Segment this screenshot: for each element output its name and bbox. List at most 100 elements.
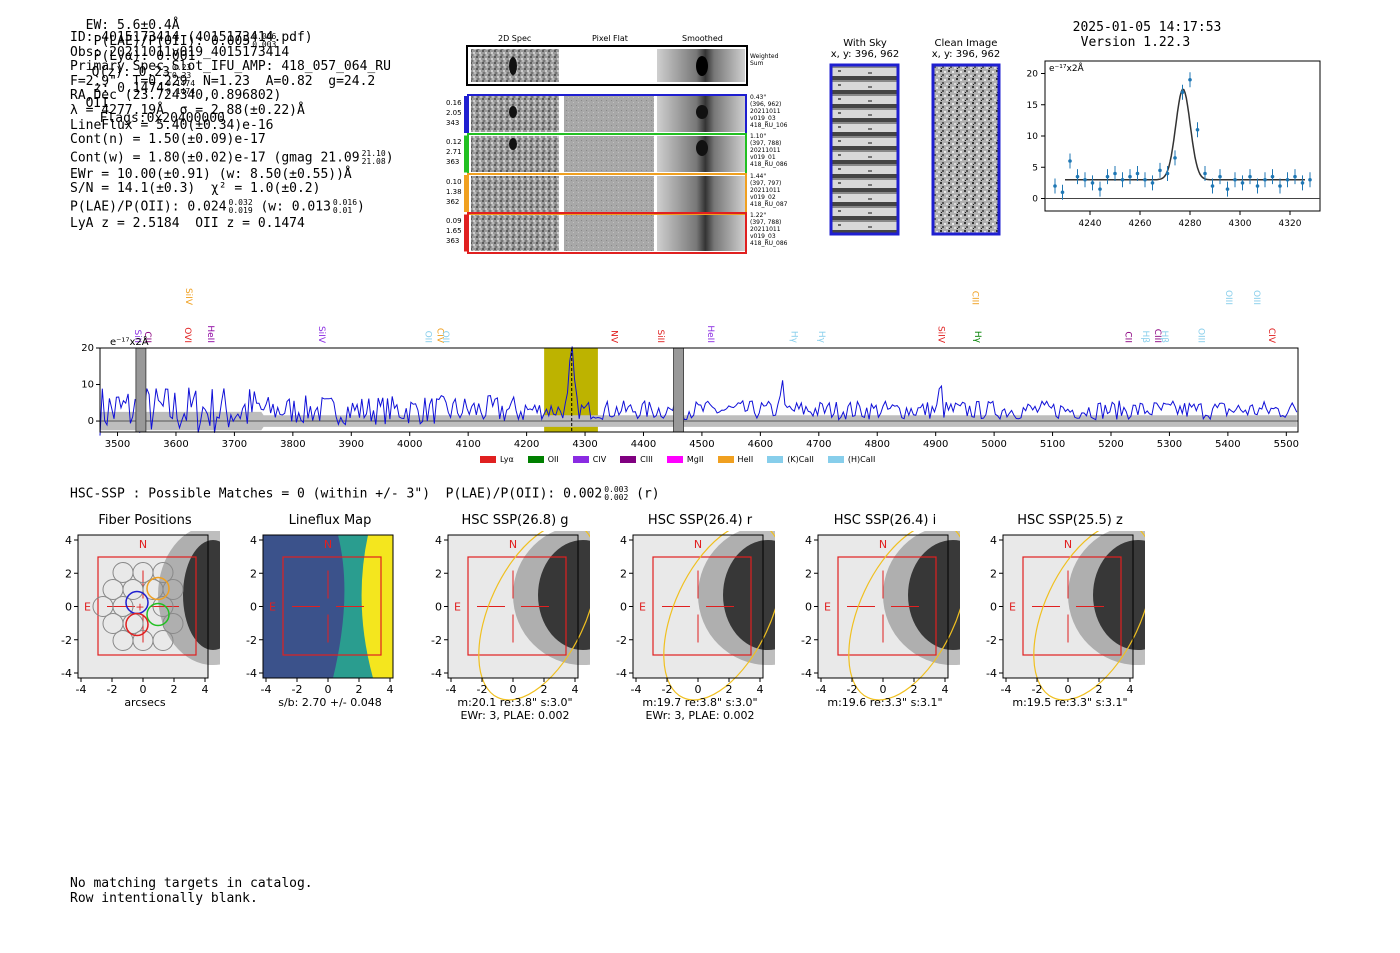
with-sky-header: With Sky x, y: 396, 962 — [830, 38, 900, 60]
galaxy-blob — [723, 540, 775, 651]
hsc-ytick-label: -2 — [986, 634, 997, 647]
col-title-smoothed: Smoothed — [682, 34, 723, 43]
galaxy-blob — [908, 540, 960, 651]
spectrum-ytick-label: 10 — [81, 380, 94, 391]
info-contw: Cont(w) = 1.80(±0.02)e-17 (gmag 21.09 21.… — [70, 149, 394, 166]
spectrum-xtick-label: 5000 — [981, 439, 1006, 450]
hsc-ytick-label: 0 — [990, 601, 997, 614]
cutout-row-left-value: 2.71 — [446, 148, 462, 156]
legend-item: MgII — [666, 455, 704, 464]
spectral-line-label: SiIV — [316, 326, 326, 344]
hsc-panel-caption: m:20.1 re:3.8" s:3.0" — [457, 696, 573, 709]
line-fit-point — [1068, 159, 1072, 163]
info-slot: Primary Spec_Slot_IFU_AMP: 418_057_064_R… — [70, 59, 391, 75]
cutout-row-color-bar — [464, 135, 467, 173]
hsc-ytick-label: -4 — [616, 667, 627, 680]
cutout-row-left-value: 0.10 — [446, 178, 462, 186]
z-value: z: 0.1474 — [93, 80, 165, 96]
cutout-row-right-value: (396, 962) — [750, 101, 782, 108]
line-fit-point — [1300, 181, 1305, 185]
line-fit-point — [1195, 127, 1200, 132]
spectral-line-label: CIV — [434, 328, 444, 344]
cutout-row-right-value: 418_RU_086 — [750, 240, 788, 247]
spectral-line-label: Hγ — [788, 331, 798, 344]
compass-e: E — [639, 601, 646, 614]
spectral-line-label: HeII — [705, 325, 715, 343]
fiber-circle — [162, 579, 184, 600]
spectrum-xtick-label: 4600 — [748, 439, 773, 450]
hsc-xtick-label: -2 — [1032, 683, 1043, 696]
line-fit-point — [1293, 174, 1297, 179]
galaxy-halo — [883, 531, 960, 666]
col-title-2dspec: 2D Spec — [498, 34, 532, 43]
clean-image-title: Clean Image — [934, 38, 998, 49]
hsc-panel-3: HSC SSP(26.8) g N E -4 -4 -2 -2 0 0 2 2 4 4 m:20.1 re… — [431, 513, 600, 728]
version: Version 1.22.3 — [1080, 35, 1191, 50]
aperture-box — [467, 556, 567, 656]
sky-panels — [829, 63, 1001, 236]
spectral-line-label: OII — [423, 331, 433, 343]
plae-w-lo: 0.01 — [332, 206, 353, 216]
spectrum-ytick-label: 20 — [81, 343, 94, 354]
compass-e: E — [1009, 601, 1016, 614]
hsc-xtick-label: -4 — [76, 683, 87, 696]
spectrum-xtick-label: 4800 — [865, 439, 890, 450]
galaxy-halo — [1068, 531, 1145, 666]
clean-image — [931, 63, 1001, 236]
spectrum-xtick-label: 5300 — [1157, 439, 1182, 450]
line-fit-point — [1255, 184, 1260, 188]
hsc-xtick-label: -4 — [446, 683, 457, 696]
fiber-circle-red — [125, 612, 149, 637]
spectral-line-label: CII — [1123, 331, 1133, 343]
hsc-ytick-label: -2 — [246, 634, 257, 647]
spectral-line-label: Hβ — [1159, 330, 1169, 343]
hsc-panel-caption: arcsecs — [124, 696, 166, 709]
spectrum-mask-rect — [135, 347, 147, 433]
cutout-row-left-value: 0.12 — [446, 138, 462, 146]
hsc-summary-hi: 0.003 — [604, 485, 629, 494]
contw-text: Cont(w) = 1.80(±0.02)e-17 (gmag 21.09 — [70, 150, 360, 166]
line-fit-xticks: 4240 4260 4280 4300 4320 — [1079, 211, 1302, 229]
line-fit-point — [1135, 171, 1140, 176]
legend-item: (K)CaII — [767, 455, 814, 464]
compass-n: N — [139, 538, 147, 551]
spectrum-xtick-label: 5100 — [1040, 439, 1065, 450]
hsc-panel-caption: m:19.7 re:3.8" s:3.0" — [642, 696, 758, 709]
galaxy-blob — [1093, 540, 1145, 651]
cutout-row-right-value: 1.44" — [750, 173, 767, 180]
spectral-line-label: Hγ — [816, 331, 826, 344]
hsc-panel-6: HSC SSP(25.5) z N E -4 -4 -2 -2 0 0 2 2 4 4 m:19.5 re… — [986, 513, 1155, 728]
hsc-ytick-label: 0 — [805, 601, 812, 614]
qz-hi: 0.23 — [171, 63, 192, 72]
cutout-row-left-value: 1.38 — [446, 188, 462, 196]
hsc-ytick-label: 0 — [435, 601, 442, 614]
hsc-panel-5: HSC SSP(26.4) i N E -4 -4 -2 -2 0 0 2 2 4 4 m:19.6 re… — [801, 513, 970, 728]
spectral-line-label: NV — [608, 330, 618, 344]
hsc-ytick-label: -2 — [61, 634, 72, 647]
spectrum-xtick-label: 4700 — [806, 439, 831, 450]
qz-value: Q(z): 0.23 — [91, 64, 170, 80]
hsc-panel-title: Lineflux Map — [288, 513, 372, 528]
cutout-row-color-bar — [464, 96, 467, 133]
legend-label: CIII — [640, 455, 653, 464]
hsc-summary-end: (r) — [636, 486, 660, 502]
legend-label: (K)CaII — [787, 455, 814, 464]
hsc-xtick-label: 0 — [325, 683, 332, 696]
galaxy-halo — [158, 531, 220, 666]
plae-w-text: (w: 0.013 — [260, 199, 331, 215]
compass-n: N — [1064, 538, 1072, 551]
cutout-row-left-value: 343 — [446, 119, 460, 127]
line-fit-point — [1113, 171, 1117, 176]
hsc-xtick-label: 2 — [356, 683, 363, 696]
header-right: 2025-01-05 14:17:53 Version 1.22.3 — [1057, 5, 1222, 50]
cutout-row-right-value: (397, 797) — [750, 180, 782, 187]
hsc-panel-title: HSC SSP(25.5) z — [1017, 513, 1123, 528]
spectral-line-label: OIII — [1251, 290, 1261, 305]
galaxy-ellipse — [478, 531, 590, 701]
hsc-xtick-label: -4 — [261, 683, 272, 696]
line-fit-point — [1053, 184, 1057, 188]
line-fit-point — [1203, 171, 1207, 176]
hsc-panel-caption: m:19.6 re:3.3" s:3.1" — [827, 696, 943, 709]
cutout-row-right-value: 418_RU_106 — [750, 122, 788, 129]
galaxy-blob — [183, 540, 220, 651]
